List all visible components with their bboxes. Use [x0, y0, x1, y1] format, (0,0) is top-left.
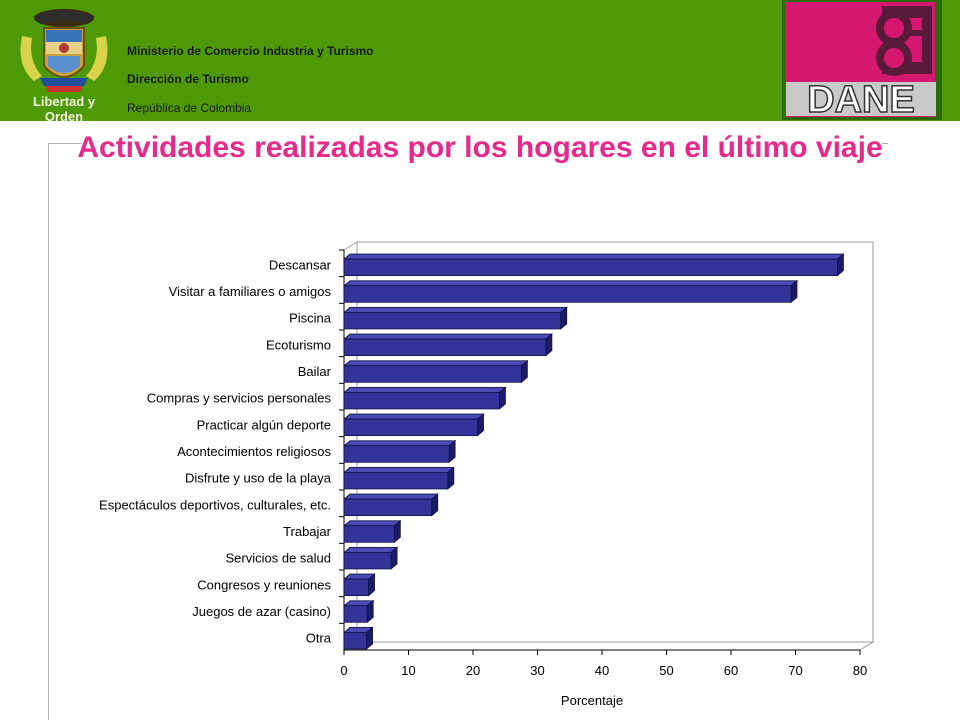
category-label: Visitar a familiares o amigos [169, 284, 332, 299]
ministry-name: Ministerio de Comercio Industria y Turis… [127, 44, 374, 58]
coat-of-arms-icon [20, 9, 108, 92]
x-tick-label: 50 [659, 663, 673, 678]
bar [343, 445, 450, 463]
header-band: Libertad y Orden Ministerio de Comercio … [0, 0, 960, 124]
bar [343, 578, 369, 596]
x-tick-label: 60 [724, 663, 738, 678]
category-label: Compras y servicios personales [147, 391, 332, 406]
dane-logo-text: DANE [807, 79, 915, 120]
category-label: Trabajar [283, 524, 332, 539]
x-axis-title: Porcentaje [561, 693, 623, 708]
department-name: Dirección de Turismo [127, 72, 249, 86]
bar-top-face [342, 466, 455, 473]
x-tick-label: 20 [466, 663, 480, 678]
bar [343, 418, 478, 437]
bar [343, 632, 367, 650]
bar [343, 471, 449, 490]
title-background [82, 128, 882, 214]
x-tick-label: 10 [401, 663, 415, 678]
bar [343, 311, 562, 330]
bar-top-face [342, 360, 529, 367]
bar-top-face [342, 440, 457, 447]
slide-frame-left [48, 143, 49, 720]
category-label: Otra [306, 631, 332, 646]
dane-logo: DANE [782, 0, 942, 120]
category-label: Descansar [269, 257, 332, 272]
bar [343, 525, 395, 543]
bar-top-face [342, 493, 439, 500]
x-tick-label: 80 [853, 663, 867, 678]
plot-floor [342, 641, 875, 651]
bar [343, 498, 433, 517]
bar [343, 605, 368, 623]
category-label: Disfrute y uso de la playa [185, 471, 332, 486]
bar-top-face [342, 253, 845, 260]
bar-top-face [342, 547, 399, 553]
category-label: Acontecimientos religiosos [177, 444, 331, 459]
x-tick-label: 40 [595, 663, 609, 678]
bar-top-face [342, 280, 799, 287]
category-label: Bailar [298, 364, 332, 379]
bar [343, 391, 500, 410]
bar [343, 365, 522, 383]
category-label: Espectáculos deportivos, culturales, etc… [99, 497, 331, 512]
bar [343, 338, 547, 357]
category-label: Juegos de azar (casino) [192, 604, 331, 619]
x-tick-label: 70 [788, 663, 802, 678]
bar-top-face [342, 333, 553, 340]
category-label: Practicar algún deporte [197, 417, 331, 432]
bar [343, 552, 392, 570]
category-label: Ecoturismo [266, 337, 331, 352]
x-tick-label: 0 [340, 663, 347, 678]
bar-top-face [342, 386, 507, 393]
bar [343, 258, 838, 277]
category-label: Piscina [289, 311, 332, 326]
bar-top-face [342, 413, 485, 420]
x-tick-label: 30 [530, 663, 544, 678]
category-label: Congresos y reuniones [197, 577, 331, 592]
page-title: Actividades realizadas por los hogares e… [77, 131, 883, 164]
seal-caption: Libertad y Orden [32, 94, 96, 124]
country-name: República de Colombia [127, 101, 252, 115]
bar-top-face [342, 306, 568, 313]
bar-top-face [342, 520, 402, 527]
category-label: Servicios de salud [226, 551, 332, 566]
bar [343, 285, 792, 303]
